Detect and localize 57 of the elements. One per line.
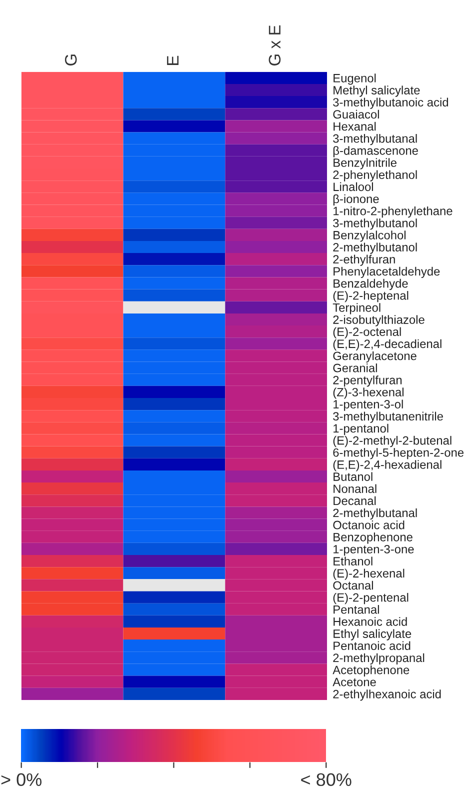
y-tick-label: Acetone [332, 678, 376, 686]
y-tick-label: Benzaldehyde [334, 278, 408, 290]
color-bar-label: > 0% [1, 773, 42, 786]
y-tick-label: Geranial [333, 363, 377, 372]
y-tick-label: Hexanoic acid [334, 617, 407, 626]
y-tick-label: Guaiacol [333, 110, 379, 119]
y-tick-label: Linalool [334, 182, 373, 192]
y-tick-label: Hexanal [334, 122, 376, 131]
y-tick-label: Butanol [334, 472, 372, 481]
y-tick-label: (E,E)-2,4-decadienal [333, 339, 442, 350]
y-tick-label: (E)-2-pentenal [333, 592, 408, 604]
y-tick-label: 1-penten-3-ol [334, 400, 403, 411]
y-tick-label: Decanal [334, 496, 376, 506]
y-tick-label: 3-methylbutanal [333, 134, 417, 146]
y-tick-label: 3-methylbutanenitrile [333, 412, 443, 423]
y-tick-label: (E)-2-octenal [333, 327, 401, 338]
y-tick-label: 1-nitro-2-phenylethane [334, 206, 452, 218]
y-tick-label: 2-ethylhexanoic acid [333, 690, 441, 701]
y-tick-label: 1-penten-3-one [334, 544, 414, 556]
y-tick-label: 2-pentylfuran [333, 376, 402, 387]
y-tick-label: 2-methylbutanol [333, 242, 417, 254]
y-tick-label: Benzylalcohol [334, 230, 406, 242]
y-tick-label: 6-methyl-5-hepten-2-one [333, 448, 464, 460]
y-tick-label: Ethanol [334, 556, 372, 566]
y-tick-label: 3-methylbutanol [333, 218, 417, 230]
y-tick-label: 2-methylbutanal [333, 508, 417, 520]
y-tick-label: Geranylacetone [333, 351, 416, 363]
y-tick-label: 3-methylbutanoic acid [333, 98, 448, 109]
y-tick-label: Methyl salicylate [334, 86, 420, 97]
x-tick-label: E [167, 56, 179, 65]
y-tick-label: 2-isobutylthiazole [333, 315, 424, 326]
y-tick-label: Pentanal [334, 605, 379, 614]
y-tick-label: 1-pentanol [334, 424, 388, 435]
y-tick-label: (Z)-3-hexenal [333, 388, 404, 399]
y-tick-label: (E)-2-hexenal [333, 568, 404, 580]
color-bar-label: < 80% [301, 773, 352, 786]
y-tick-label: Ethyl salicylate [334, 629, 412, 640]
y-tick-label: Acetophenone [332, 665, 410, 677]
y-tick-label: β-ionone [333, 194, 379, 206]
y-tick-label: Terpineol [332, 303, 380, 314]
y-tick-label: Benzophenone [334, 532, 412, 544]
x-tick-label: G [64, 54, 77, 66]
y-tick-label: Octanal [333, 580, 373, 590]
y-tick-label: 2-ethylfuran [333, 254, 395, 266]
y-tick-label: (E)-2-methyl-2-butenal [333, 436, 452, 448]
y-tick-label: Pentanoic acid [334, 641, 410, 650]
x-tick-label: G x E [268, 25, 281, 66]
y-tick-label: 2-methylpropanal [333, 653, 424, 664]
y-tick-label: 2-phenylethanol [333, 170, 417, 182]
y-tick-label: (E)-2-heptenal [333, 291, 408, 302]
y-tick-label: Eugenol [334, 74, 376, 85]
y-tick-label: Octanoic acid [333, 520, 404, 530]
y-tick-label: β-damascenone [333, 146, 418, 158]
y-tick-label: Nonanal [334, 484, 376, 494]
y-tick-label: Phenylacetaldehyde [334, 266, 440, 278]
y-tick-label: Benzylnitrile [334, 158, 396, 170]
y-tick-label: (E,E)-2,4-hexadienal [333, 460, 442, 472]
